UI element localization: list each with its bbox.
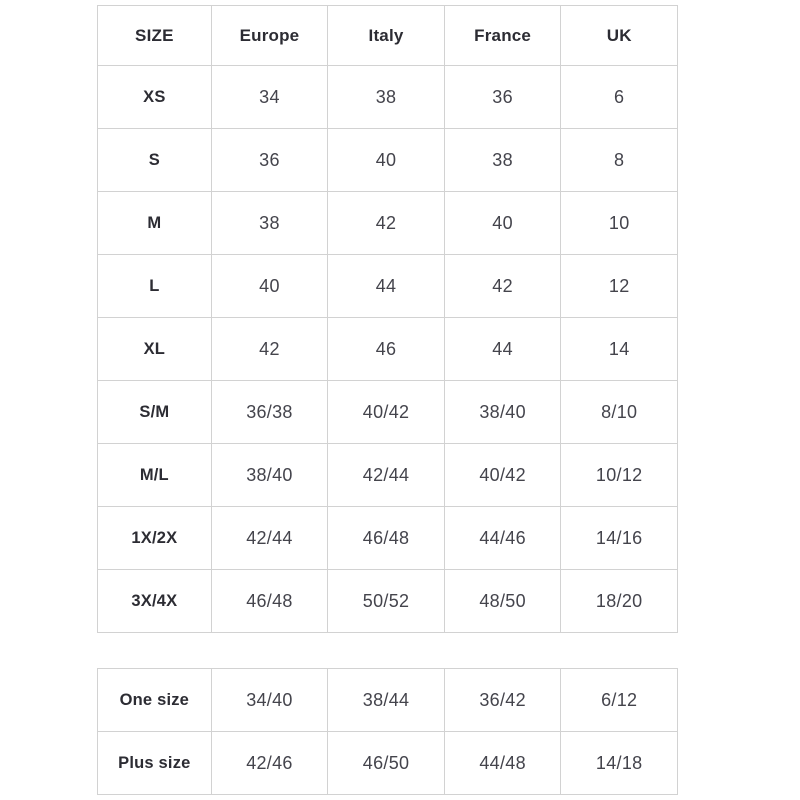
value-cell: 36/38 — [210, 380, 329, 444]
value-cell: 14 — [560, 317, 678, 381]
value-cell: 42/46 — [210, 731, 329, 795]
value-cell: 44 — [443, 317, 562, 381]
value-cell: 46 — [327, 317, 445, 381]
value-cell: 38/44 — [327, 668, 445, 732]
value-cell: 40/42 — [327, 380, 445, 444]
table-row: S/M 36/38 40/42 38/40 8/10 — [97, 380, 678, 444]
value-cell: 36 — [210, 128, 329, 192]
value-cell: 8 — [560, 128, 678, 192]
value-cell: 12 — [560, 254, 678, 318]
size-label-cell: 1X/2X — [97, 506, 212, 570]
column-header: Italy — [327, 5, 445, 66]
table-row: Plus size 42/46 46/50 44/48 14/18 — [97, 731, 678, 795]
value-cell: 14/16 — [560, 506, 678, 570]
size-conversion-table: SIZE Europe Italy France UK XS 34 38 36 6 S 36 40 38 8… — [97, 5, 678, 633]
value-cell: 40/42 — [443, 443, 562, 507]
value-cell: 34/40 — [210, 668, 329, 732]
value-cell: 10/12 — [560, 443, 678, 507]
value-cell: 18/20 — [560, 569, 678, 633]
value-cell: 42/44 — [327, 443, 445, 507]
column-header: Europe — [210, 5, 329, 66]
value-cell: 50/52 — [327, 569, 445, 633]
value-cell: 46/48 — [327, 506, 445, 570]
table-row: S 36 40 38 8 — [97, 128, 678, 192]
value-cell: 46/48 — [210, 569, 329, 633]
size-label-cell: One size — [97, 668, 212, 732]
value-cell: 38 — [327, 65, 445, 129]
table-row: L 40 44 42 12 — [97, 254, 678, 318]
value-cell: 14/18 — [560, 731, 678, 795]
size-label-cell: L — [97, 254, 212, 318]
size-chart-section: SIZE Europe Italy France UK XS 34 38 36 6 S 36 40 38 8… — [97, 5, 678, 795]
value-cell: 40 — [210, 254, 329, 318]
value-cell: 6/12 — [560, 668, 678, 732]
value-cell: 44 — [327, 254, 445, 318]
value-cell: 36/42 — [443, 668, 562, 732]
value-cell: 42/44 — [210, 506, 329, 570]
column-header: France — [443, 5, 562, 66]
column-header: UK — [560, 5, 678, 66]
table-row: M/L 38/40 42/44 40/42 10/12 — [97, 443, 678, 507]
value-cell: 42 — [443, 254, 562, 318]
size-label-cell: M — [97, 191, 212, 255]
value-cell: 10 — [560, 191, 678, 255]
value-cell: 36 — [443, 65, 562, 129]
value-cell: 40 — [443, 191, 562, 255]
value-cell: 8/10 — [560, 380, 678, 444]
value-cell: 42 — [327, 191, 445, 255]
size-label-cell: XS — [97, 65, 212, 129]
table-row: 1X/2X 42/44 46/48 44/46 14/16 — [97, 506, 678, 570]
table-row: XL 42 46 44 14 — [97, 317, 678, 381]
value-cell: 38/40 — [210, 443, 329, 507]
value-cell: 40 — [327, 128, 445, 192]
value-cell: 46/50 — [327, 731, 445, 795]
value-cell: 44/46 — [443, 506, 562, 570]
header-row: SIZE Europe Italy France UK — [97, 5, 678, 66]
value-cell: 48/50 — [443, 569, 562, 633]
size-label-cell: M/L — [97, 443, 212, 507]
size-label-cell: XL — [97, 317, 212, 381]
value-cell: 34 — [210, 65, 329, 129]
table-row: M 38 42 40 10 — [97, 191, 678, 255]
value-cell: 42 — [210, 317, 329, 381]
value-cell: 38/40 — [443, 380, 562, 444]
table-row: One size 34/40 38/44 36/42 6/12 — [97, 668, 678, 732]
size-label-cell: Plus size — [97, 731, 212, 795]
special-sizes-table: One size 34/40 38/44 36/42 6/12 Plus size 42/4… — [97, 668, 678, 795]
size-label-cell: S/M — [97, 380, 212, 444]
table-row: 3X/4X 46/48 50/52 48/50 18/20 — [97, 569, 678, 633]
table-row: XS 34 38 36 6 — [97, 65, 678, 129]
size-label-cell: 3X/4X — [97, 569, 212, 633]
value-cell: 44/48 — [443, 731, 562, 795]
size-label-cell: S — [97, 128, 212, 192]
value-cell: 38 — [210, 191, 329, 255]
column-header: SIZE — [97, 5, 212, 66]
value-cell: 38 — [443, 128, 562, 192]
value-cell: 6 — [560, 65, 678, 129]
